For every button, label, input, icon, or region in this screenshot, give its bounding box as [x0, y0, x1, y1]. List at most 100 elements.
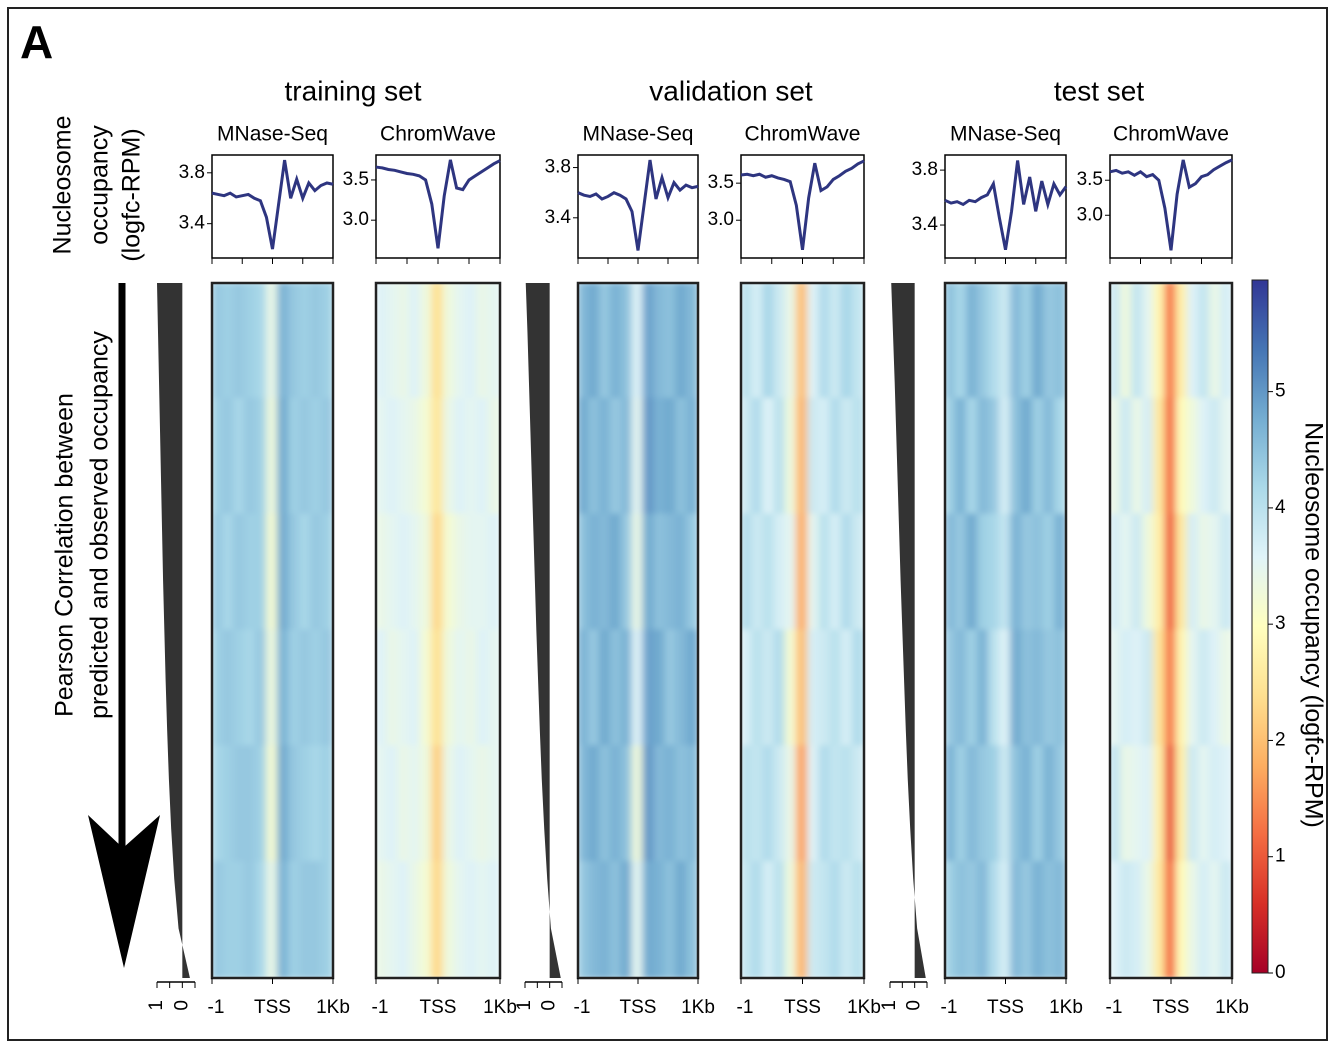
heatmap-cell [431, 397, 445, 516]
heatmap-cell [298, 861, 312, 978]
heatmap-cell [807, 861, 821, 978]
heatmap-cell [620, 629, 634, 748]
heatmap-cell [631, 861, 645, 978]
heatmap-cell [642, 513, 656, 632]
heatmap-cell [476, 629, 490, 748]
heatmap-cell [653, 397, 667, 516]
heatmap-cell [945, 283, 958, 400]
heatmap-cell [955, 861, 969, 978]
heatmap-cell [773, 745, 787, 864]
heatmap-cells [212, 283, 333, 978]
heatmap-cells [376, 283, 500, 978]
heatmap-cell [465, 283, 479, 400]
heatmap-cell [751, 397, 765, 516]
heatmap-cell [233, 397, 247, 516]
heatmap-cell [741, 397, 754, 516]
heatmap-cell [818, 283, 832, 400]
heatmap-cell [751, 513, 765, 632]
colorbar-tick-label: 0 [1275, 962, 1286, 983]
heatmap-cell [1042, 283, 1056, 400]
heatmap-cell [966, 283, 980, 400]
heatmap-cell [243, 283, 257, 400]
subtitle: ChromWave [1113, 123, 1229, 146]
heatmap-cell [999, 629, 1012, 748]
heatmap-cell [1186, 397, 1200, 516]
x-tick-label: TSS [620, 997, 657, 1018]
heatmap-cell [1186, 745, 1200, 864]
heatmap-cell [642, 745, 656, 864]
heatmap-cell [675, 629, 689, 748]
heatmap-cell [222, 283, 236, 400]
heatmap-cell [751, 283, 765, 400]
heatmap-cell [1053, 629, 1066, 748]
heatmap-cell [386, 513, 400, 632]
heatmap-cell [955, 745, 969, 864]
heatmap-cell [620, 513, 634, 632]
heatmap-cell [408, 861, 423, 978]
heatmap [376, 283, 500, 978]
heatmap-cell [1219, 397, 1232, 516]
heatmap-cell [243, 513, 257, 632]
profile-line [211, 159, 334, 250]
colorbar-tick-label: 3 [1275, 613, 1286, 634]
heatmap-cell [298, 283, 312, 400]
heatmap-cell [1053, 745, 1066, 864]
heatmap-cell [966, 745, 980, 864]
heatmap-cell [1208, 629, 1222, 748]
heatmap-cell [487, 397, 500, 516]
heatmap-cell [397, 861, 411, 978]
colorbar-tick-label: 5 [1275, 381, 1286, 402]
heatmap-cell [945, 397, 958, 516]
heatmap-cell [762, 513, 776, 632]
heatmap-cell [999, 861, 1012, 978]
heatmap-cell [1031, 629, 1045, 748]
heatmap-cell [631, 397, 645, 516]
heatmap-cell [212, 397, 225, 516]
heatmap-cell [487, 629, 500, 748]
heatmap-cell [598, 629, 612, 748]
heatmap-cell [233, 745, 247, 864]
heatmap-cell [397, 745, 411, 864]
x-tick-label: 1 [146, 1000, 167, 1011]
heatmap-cell [773, 513, 787, 632]
heatmap-cell [1208, 283, 1222, 400]
heatmap-cell [807, 629, 821, 748]
heatmap-cell [578, 629, 590, 748]
heatmap-cell [598, 397, 612, 516]
heatmap-cell [664, 629, 678, 748]
heatmap-cell [1021, 513, 1035, 632]
heatmap-cell [1021, 283, 1035, 400]
heatmap-cell [476, 283, 490, 400]
heatmap-cell [1031, 397, 1045, 516]
heatmap-cell [686, 629, 698, 748]
heatmap-cell [773, 283, 787, 400]
heatmap-cell [431, 861, 445, 978]
heatmap-cell [254, 745, 268, 864]
colorbar [1251, 279, 1269, 974]
heatmap-cell [298, 745, 312, 864]
heatmap-cell [1021, 629, 1035, 748]
heatmap-cell [840, 861, 854, 978]
heatmap-cell [277, 629, 291, 748]
heatmap-cell [222, 397, 236, 516]
heatmap-cell [631, 283, 645, 400]
heatmap-cell [431, 283, 445, 400]
heatmap-cell [664, 861, 678, 978]
heatmap-cell [266, 397, 279, 516]
heatmap-cell [1021, 745, 1035, 864]
heatmap-cell [631, 629, 645, 748]
heatmap-cell [1131, 397, 1145, 516]
heatmap-cell [431, 745, 445, 864]
heatmap-cell [1120, 861, 1134, 978]
heatmap-cell [675, 397, 689, 516]
heatmap-cell [1153, 283, 1167, 400]
heatmap-cell [277, 397, 291, 516]
heatmap-cell [955, 397, 969, 516]
heatmap-cells [945, 283, 1066, 978]
x-tick-label: 1Kb [1049, 997, 1083, 1018]
heatmap-cell [609, 745, 623, 864]
heatmap-cell [955, 629, 969, 748]
heatmap-cell [976, 745, 990, 864]
heatmap-cell [966, 513, 980, 632]
heatmap-cell [1042, 745, 1056, 864]
